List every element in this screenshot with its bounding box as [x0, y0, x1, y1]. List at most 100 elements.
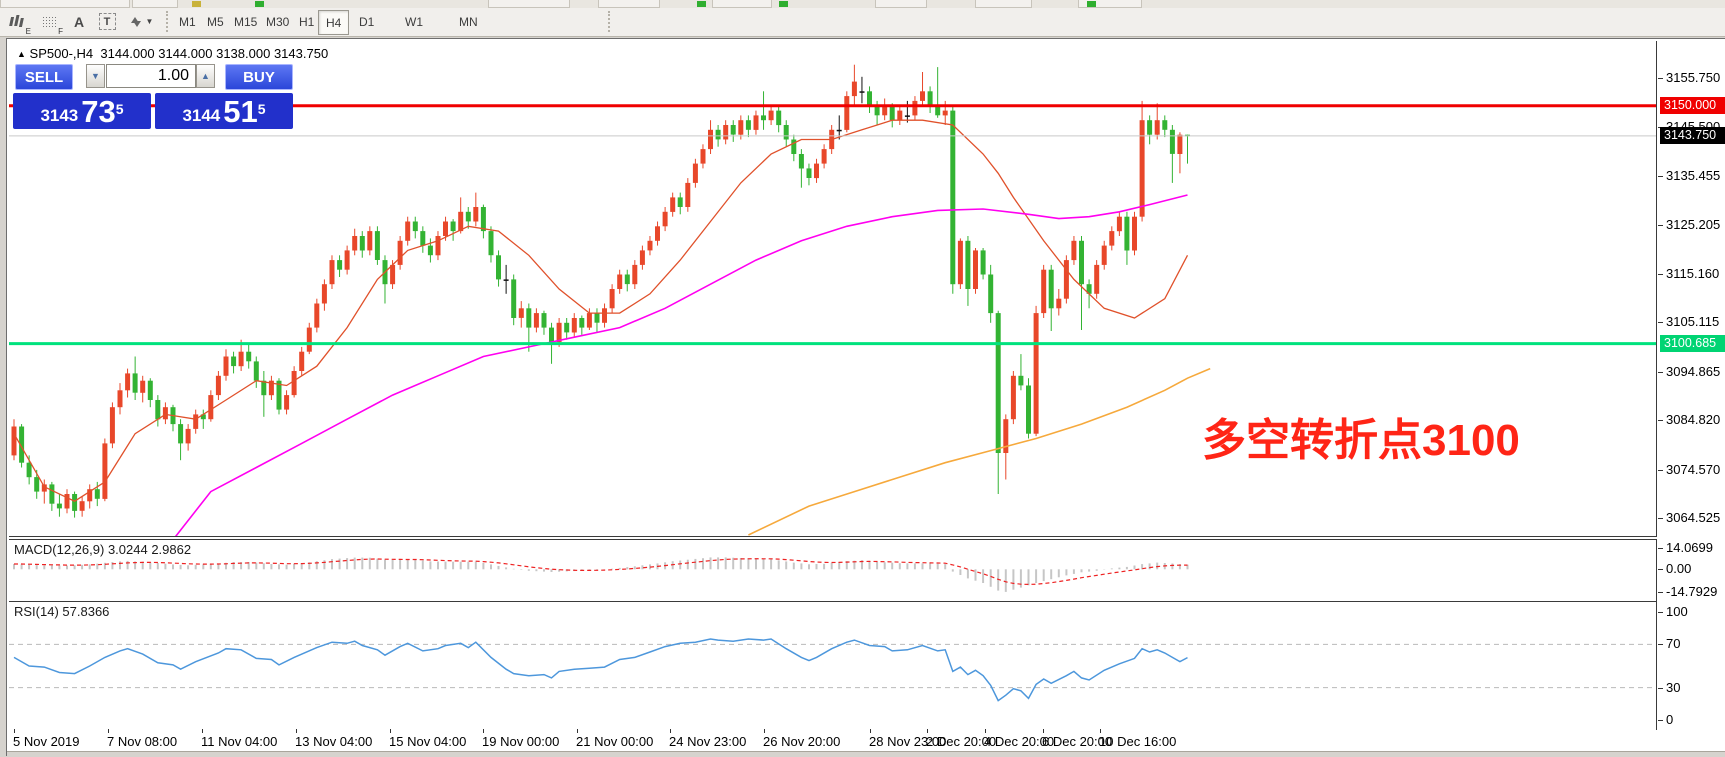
buy-button[interactable]: BUY [225, 64, 293, 90]
volume-input[interactable] [106, 64, 196, 88]
time-tick-label: 7 Nov 08:00 [107, 734, 178, 749]
price-tickmark [1658, 225, 1663, 227]
price-tick-label: 3105.115 [1666, 314, 1720, 330]
price-chart-area[interactable]: ▲ SP500-,H4 3144.000 3144.000 3138.000 3… [9, 41, 1657, 537]
timeframe-mn-button[interactable]: MN [459, 14, 478, 29]
chart-toolbar: E F A T ▼ M1 M5 M15 M30 H1 H4 D1 W1 MN [0, 8, 1725, 37]
top-strip-remnant [192, 1, 201, 7]
buy-price-small: 3144 [182, 106, 221, 125]
top-strip-remnant [132, 0, 178, 8]
price-axis[interactable]: 3155.7503145.5003135.4553125.2053115.160… [1658, 39, 1725, 756]
volume-decrement-button[interactable]: ▼ [86, 64, 105, 88]
toolbar-separator [608, 11, 610, 32]
time-tick-label: 24 Nov 23:00 [669, 734, 747, 749]
top-strip-remnant [1078, 0, 1142, 8]
macd-panel[interactable]: MACD(12,26,9) 3.0244 2.9862 [9, 539, 1657, 602]
price-tickmark [1658, 517, 1663, 519]
buy-price-display[interactable]: 3144 51 5 [155, 93, 293, 129]
text-box-icon[interactable]: T [94, 10, 120, 33]
timeframe-w1-button[interactable]: W1 [405, 14, 423, 29]
rsi-chart[interactable] [9, 602, 1656, 729]
text-box-icon-glyph: T [98, 13, 116, 30]
price-tick-label: 3074.570 [1666, 461, 1721, 477]
text-label-icon[interactable]: A [66, 10, 92, 33]
price-tickmark [1658, 469, 1663, 471]
time-tickmark [483, 729, 484, 733]
chart-ohlc-header: ▲ SP500-,H4 3144.000 3144.000 3138.000 3… [17, 46, 328, 61]
indicators-e-icon[interactable]: E [4, 10, 31, 36]
time-tick-label: 10 Dec 16:00 [1099, 734, 1177, 749]
rsi-tickmark [1658, 612, 1663, 613]
time-tickmark [577, 729, 578, 733]
timeframe-m30-button[interactable]: M30 [266, 14, 290, 29]
grid-f-icon[interactable]: F [36, 10, 63, 36]
time-tick-label: 26 Nov 20:00 [763, 734, 841, 749]
status-strip [7, 751, 1725, 757]
time-tick-label: 28 Nov 23:00 [869, 734, 947, 749]
macd-main-value: 3.0244 [107, 542, 148, 557]
rsi-tickmark [1658, 687, 1663, 689]
price-tick-label: 3115.160 [1666, 265, 1720, 281]
price-tickmark [1658, 371, 1663, 373]
price-tick-label: 3094.865 [1666, 363, 1721, 379]
rsi-panel[interactable]: RSI(14) 57.8366 [9, 602, 1657, 730]
rsi-tickmark [1658, 644, 1663, 646]
timeframe-m5-button[interactable]: M5 [207, 14, 224, 29]
low-value: 3138.000 [216, 46, 271, 61]
cursor-arrows-icon-glyph [129, 15, 143, 29]
macd-tickmark [1658, 591, 1663, 593]
chart-window: ▲ SP500-,H4 3144.000 3144.000 3138.000 3… [6, 38, 1725, 757]
timeframe-m1-button[interactable]: M1 [179, 14, 196, 29]
indicators-e-icon-glyph [8, 14, 27, 29]
sell-price-display[interactable]: 3143 73 5 [13, 93, 151, 129]
macd-label: MACD(12,26,9) 3.0244 2.9862 [14, 542, 191, 557]
time-tickmark [985, 729, 986, 733]
time-tick-label: 15 Nov 04:00 [389, 734, 467, 749]
buy-price-big: 51 [223, 94, 258, 129]
time-tick-label: 6 Dec 20:00 [1042, 734, 1113, 749]
high-value: 3144.000 [158, 46, 213, 61]
timeframe-h1-button[interactable]: H1 [299, 14, 315, 29]
sell-price-big: 73 [81, 94, 116, 129]
chart-annotation-text: 多空转折点3100 [1202, 416, 1520, 465]
top-strip-remnant [598, 0, 660, 8]
rsi-value: 57.8366 [62, 604, 110, 619]
price-badge: 3143.750 [1660, 127, 1725, 145]
time-tick-label: 4 Dec 20:00 [984, 734, 1055, 749]
rsi-tick-label: 0 [1666, 712, 1674, 727]
top-strip-remnant [712, 0, 772, 8]
text-label-icon-glyph: A [73, 13, 85, 30]
rsi-tick-label: 100 [1666, 604, 1688, 619]
macd-tickmark [1658, 547, 1663, 549]
macd-tick-label: -14.7929 [1666, 583, 1718, 599]
time-tick-label: 13 Nov 04:00 [295, 734, 373, 749]
icon-letter: E [25, 27, 31, 36]
rsi-tick-label: 30 [1666, 679, 1681, 695]
time-tickmark [296, 729, 297, 733]
sell-price-small: 3143 [40, 106, 79, 125]
macd-chart[interactable] [9, 539, 1656, 600]
timeframe-h4-button[interactable]: H4 [318, 10, 350, 35]
rsi-name: RSI(14) [14, 604, 59, 619]
price-tick-label: 3084.820 [1666, 412, 1721, 428]
volume-increment-button[interactable]: ▲ [196, 64, 215, 88]
top-strip-remnant [975, 0, 1032, 8]
time-axis[interactable]: 5 Nov 2019 7 Nov 08:00 11 Nov 04:00 13 Nov … [9, 729, 1656, 751]
price-tick-label: 3125.205 [1666, 217, 1721, 233]
price-tickmark [1658, 322, 1663, 324]
sell-button[interactable]: SELL [15, 64, 73, 90]
time-tick-label: 19 Nov 00:00 [482, 734, 560, 749]
grid-f-icon-glyph [42, 16, 56, 27]
chevron-down-icon: ▼ [145, 17, 154, 26]
cursor-arrows-icon[interactable]: ▼ [124, 10, 158, 33]
timeframe-d1-button[interactable]: D1 [359, 14, 375, 29]
open-value: 3144.000 [100, 46, 155, 61]
close-value: 3143.750 [273, 46, 329, 61]
icon-letter: F [58, 27, 63, 36]
price-tick-label: 3155.750 [1666, 70, 1721, 85]
timeframe-m15-button[interactable]: M15 [234, 14, 258, 29]
time-tick-label: 5 Nov 2019 [13, 734, 80, 749]
symbol-arrow-icon: ▲ [17, 49, 26, 59]
price-tickmark [1658, 78, 1663, 79]
top-strip-remnant [779, 1, 788, 7]
